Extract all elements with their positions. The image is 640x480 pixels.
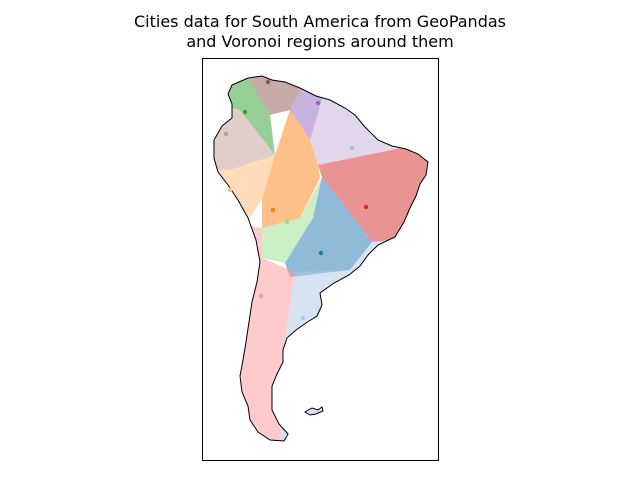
chart-title-line-2: and Voronoi regions around them [186,32,454,51]
city-marker-8 [258,293,264,299]
city-marker-7 [363,204,369,210]
voronoi-region-1 [240,76,307,115]
city-marker-10 [349,145,355,151]
city-marker-2 [300,315,306,321]
voronoi-region-10 [285,177,372,277]
voronoi-region-9 [262,177,322,263]
city-marker-5 [242,109,248,115]
island-falklands [304,406,324,416]
city-marker-12 [223,131,229,137]
city-marker-6 [284,219,290,225]
voronoi-region-7 [262,110,320,228]
city-marker-1 [318,250,324,256]
chart-title: Cities data for South America from GeoPa… [0,12,640,52]
axes-frame [202,58,439,461]
city-marker-11 [265,79,271,85]
voronoi-regions [214,76,428,441]
city-marker-3 [270,207,276,213]
city-marker-9 [315,100,321,106]
city-marker-4 [227,187,233,193]
voronoi-region-3 [310,76,428,165]
chart-title-line-1: Cities data for South America from GeoPa… [133,12,506,31]
city-markers [223,79,369,321]
